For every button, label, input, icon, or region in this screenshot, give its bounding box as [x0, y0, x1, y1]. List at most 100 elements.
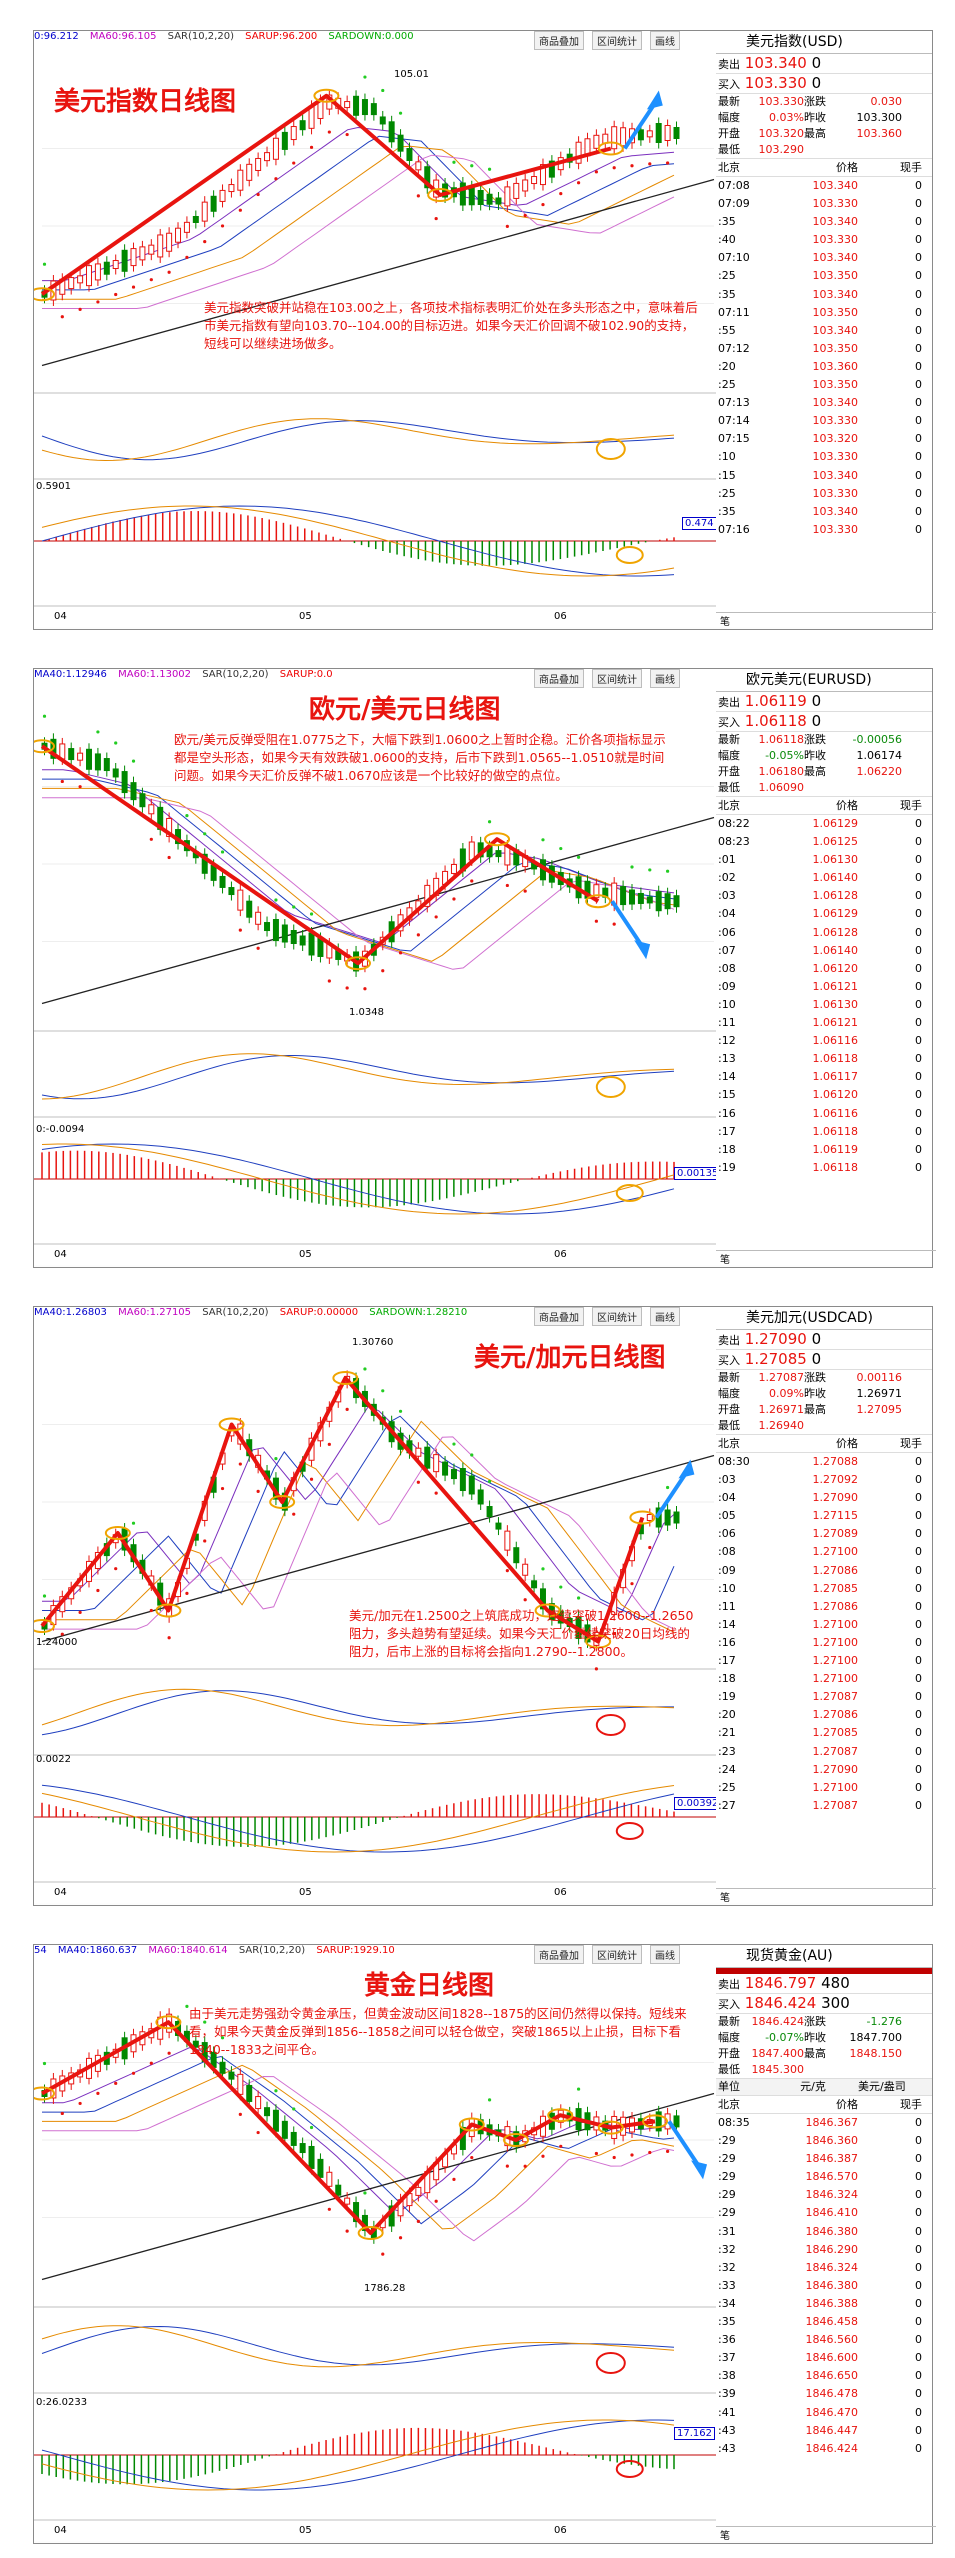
- x-tick: 05: [299, 611, 312, 622]
- sar-dot: [381, 1389, 385, 1393]
- sar-dot: [612, 166, 616, 170]
- tick-price: 103.360: [812, 359, 859, 373]
- quote-stats: 最新 1.06118 涨跌 -0.00056 幅度 -0.05% 昨收 1.06174 开盘 1.…: [716, 732, 932, 797]
- tick-volume: 0: [915, 871, 922, 885]
- tick-row: :13 1.06118 0: [716, 1050, 932, 1068]
- tick-list[interactable]: 08:30 1.27088 0:03 1.27092 0:04 1.27090 0:05 1.…: [716, 1453, 932, 1815]
- stat-value: 1.06220: [856, 765, 903, 778]
- footer-label[interactable]: 笔: [716, 1888, 936, 1904]
- tick-row: :33 1846.380 0: [716, 2277, 932, 2295]
- range-stats-button[interactable]: 区间统计: [592, 669, 642, 688]
- sar-dot: [274, 1457, 278, 1461]
- tick-list[interactable]: 08:22 1.06129 0 08:23 1.06125 0:01 1.06130 0:02…: [716, 815, 932, 1177]
- overlay-button[interactable]: 商品叠加: [534, 669, 584, 688]
- high-label: 105.01: [394, 69, 429, 80]
- sar-dot: [381, 969, 385, 973]
- tick-row: :27 1.27087 0: [716, 1797, 932, 1815]
- sar-dot: [505, 1569, 509, 1573]
- quote-title: 美元加元(USDCAD): [716, 1307, 932, 1330]
- x-tick: 06: [554, 1249, 567, 1260]
- oscillator-marker: [595, 1714, 626, 1736]
- tick-volume: 0: [915, 997, 922, 1011]
- overlay-button[interactable]: 商品叠加: [534, 1945, 584, 1964]
- candle-body: [272, 919, 279, 942]
- tick-price: 1846.380: [805, 2224, 859, 2238]
- draw-line-button[interactable]: 画线: [650, 31, 680, 50]
- candle-body: [166, 232, 173, 252]
- sar-dot: [434, 1491, 438, 1495]
- tick-time: :10: [718, 997, 736, 1011]
- stat-value: 1846.424: [751, 2015, 805, 2028]
- draw-line-button[interactable]: 画线: [650, 1945, 680, 1964]
- footer-label[interactable]: 笔: [716, 612, 936, 628]
- tick-price: 103.330: [812, 486, 859, 500]
- tick-row: 08:35 1846.367 0: [716, 2114, 932, 2132]
- tick-time: :16: [718, 1635, 736, 1649]
- tick-time: :11: [718, 1599, 736, 1613]
- candle-body: [157, 234, 164, 258]
- overlay-button[interactable]: 商品叠加: [534, 1307, 584, 1326]
- tick-volume: 0: [915, 925, 922, 939]
- sar-dot: [131, 285, 136, 289]
- turning-point-marker: [34, 287, 55, 302]
- chart-area[interactable]: 54 MA40:1860.637 MA60:1840.614 SAR(10,2,…: [34, 1945, 717, 2541]
- moving-average-line: [42, 1405, 675, 1614]
- range-stats-button[interactable]: 区间统计: [592, 1945, 642, 1964]
- tick-volume: 0: [915, 907, 922, 921]
- macd-marker: [615, 1822, 644, 1840]
- range-stats-button[interactable]: 区间统计: [592, 31, 642, 50]
- sar-dot: [256, 946, 260, 950]
- tick-volume: 0: [915, 943, 922, 957]
- tick-time: 07:09: [718, 197, 750, 211]
- candle-body: [210, 195, 217, 212]
- candle-body: [539, 164, 546, 186]
- tick-time: :33: [718, 2278, 736, 2292]
- stat-label: 最新: [718, 733, 740, 746]
- sar-dot: [594, 170, 598, 174]
- tick-volume: 0: [915, 1672, 922, 1686]
- tick-list[interactable]: 08:35 1846.367 0:29 1846.360 0:29 1846.387 0:2…: [716, 2114, 932, 2458]
- chart-area[interactable]: 0:96.212 MA60:96.105 SAR(10,2,20) SARUP:…: [34, 31, 717, 627]
- tick-row: :17 1.27100 0: [716, 1652, 932, 1670]
- chart-area[interactable]: MA40:1.26803 MA60:1.27105 SAR(10,2,20) S…: [34, 1307, 717, 1903]
- draw-line-button[interactable]: 画线: [650, 1307, 680, 1326]
- tick-time: 07:08: [718, 179, 750, 192]
- candle-body: [290, 126, 297, 141]
- sar-dot: [523, 1598, 527, 1602]
- draw-line-button[interactable]: 画线: [650, 669, 680, 688]
- overlay-button[interactable]: 商品叠加: [534, 31, 584, 50]
- tick-time: :20: [718, 1708, 736, 1722]
- tick-row: :29 1846.324 0: [716, 2186, 932, 2204]
- sar-dot: [487, 1479, 492, 1484]
- unit-row[interactable]: 单位 元/克 美元/盎司: [716, 2079, 932, 2096]
- indicator-label: SAR(10,2,20): [202, 669, 269, 680]
- sar-dot: [363, 2191, 367, 2195]
- candle-body: [299, 2143, 306, 2154]
- tick-price: 1.27089: [812, 1527, 859, 1541]
- candle-body: [388, 121, 395, 143]
- tick-price: 1.06121: [812, 979, 859, 993]
- tick-volume: 0: [915, 486, 922, 500]
- tick-row: :18 1.27100 0: [716, 1670, 932, 1688]
- chart-area[interactable]: MA40:1.12946 MA60:1.13002 SAR(10,2,20) S…: [34, 669, 717, 1265]
- tick-time: :20: [718, 359, 736, 373]
- sar-dot: [220, 224, 225, 228]
- candle-body: [237, 169, 244, 191]
- sar-dot: [78, 2101, 82, 2106]
- stat-value: 0.09%: [769, 1387, 804, 1400]
- range-stats-button[interactable]: 区间统计: [592, 1307, 642, 1326]
- tick-list[interactable]: 07:08 103.340 0 07:09 103.330 0:35 103.340 0:40…: [716, 177, 932, 539]
- stat-value: 1.06180: [758, 765, 805, 778]
- sar-dot: [96, 1588, 100, 1593]
- x-tick: 06: [554, 2525, 567, 2536]
- sar-dot: [327, 1442, 331, 1446]
- unit-toggle[interactable]: 美元/盎司: [858, 2080, 906, 2093]
- tick-price: 1846.470: [805, 2405, 859, 2419]
- tick-volume: 0: [915, 1106, 922, 1120]
- footer-label[interactable]: 笔: [716, 2526, 936, 2542]
- candle-body: [121, 249, 128, 272]
- candle-body: [94, 753, 101, 771]
- footer-label[interactable]: 笔: [716, 1250, 936, 1266]
- indicator-bar: MA40:1.12946 MA60:1.13002 SAR(10,2,20) S…: [34, 669, 716, 687]
- candle-body: [424, 1446, 431, 1469]
